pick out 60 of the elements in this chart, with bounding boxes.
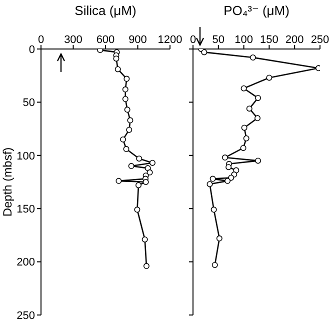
point [266,74,272,81]
chart-title: Silica (μM) [74,3,138,18]
point [128,163,134,170]
y-tick-label: 200 [16,256,35,269]
point [142,179,149,185]
point [250,54,256,61]
x-tick-label: 100 [234,34,253,46]
x-tick-label: 200 [285,34,304,46]
point [226,164,232,170]
point [241,124,248,131]
point [212,262,218,268]
point [206,181,213,188]
point [142,236,148,242]
point [246,106,252,112]
point [124,106,130,113]
y-tick-label: 150 [16,204,35,216]
point [122,96,128,102]
y-tick-label: 50 [22,97,35,110]
point [127,117,134,124]
point [255,94,262,101]
point [240,85,247,92]
point [243,135,250,142]
point [136,182,142,188]
x-tick-label: 50 [212,34,225,46]
y-tick-label: 250 [16,310,35,322]
x-tick-label: 250 [310,34,330,46]
point [201,49,208,56]
point [126,126,132,133]
point [120,136,126,142]
x-tick-label: 1200 [158,34,182,46]
point [123,146,130,152]
point [113,56,120,62]
point [114,66,121,72]
x-tick-label: 150 [260,34,278,46]
point [124,76,130,82]
point [134,206,140,213]
x-tick-label: 600 [96,34,115,46]
x-tick-label: 0 [190,34,196,46]
y-tick-label: 0 [28,44,35,56]
point [146,169,153,176]
y-axis-title: Depth (mbsf) [0,147,14,217]
chart-title: PO₄³⁻ (μM) [222,3,290,19]
y-tick-label: 100 [16,150,35,162]
point [210,206,217,213]
point [315,65,320,72]
x-tick-label: 900 [128,34,147,46]
x-tick-label: 0 [38,34,44,46]
point [122,86,128,92]
point [143,263,150,270]
point [224,178,231,184]
point [136,156,142,162]
point [254,115,261,122]
point [216,235,222,242]
x-tick-label: 300 [64,34,82,46]
point [210,176,216,182]
point [116,178,122,184]
point [255,158,262,164]
point [222,154,228,161]
point [240,144,246,151]
point [149,160,156,166]
